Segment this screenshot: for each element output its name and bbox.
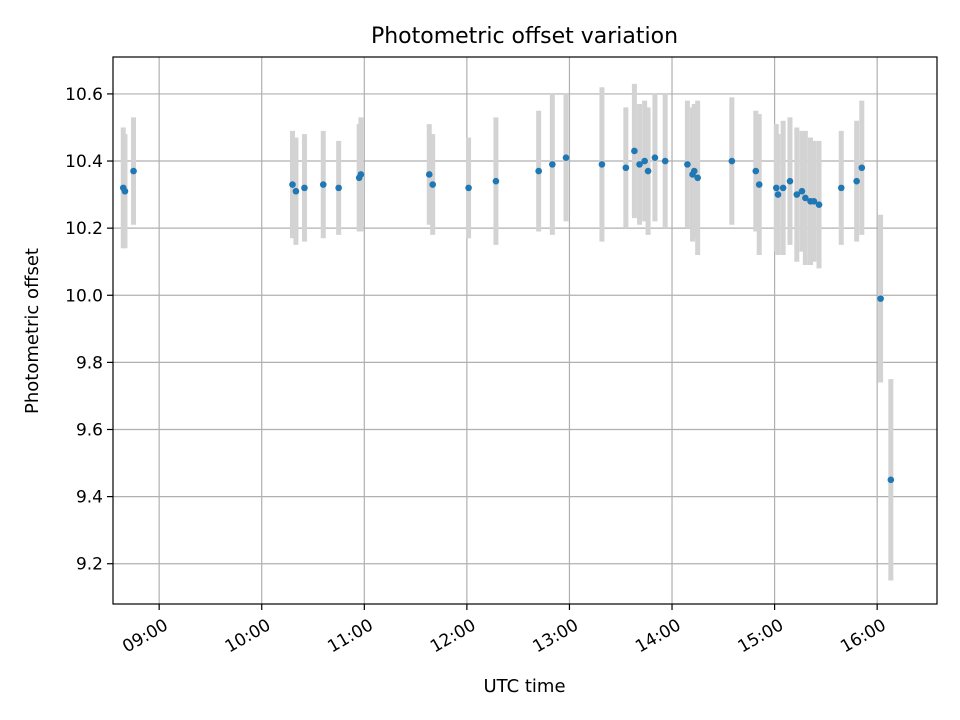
x-tick-label: 10:00 [222, 615, 274, 657]
data-point [292, 187, 300, 195]
x-tick-label: 16:00 [837, 615, 889, 657]
data-point [622, 164, 630, 172]
grid-lines [113, 57, 937, 604]
x-tick-label: 14:00 [632, 615, 684, 657]
data-point [598, 161, 606, 168]
y-axis-ticks: 9.2 9.4 9.6 9.8 10.0 10.2 10.4 10.6 [65, 85, 113, 575]
y-tick-label: 10.2 [65, 219, 103, 239]
data-points [119, 147, 895, 484]
plot-frame [112, 56, 938, 605]
data-point [887, 476, 895, 484]
y-axis-label: Photometric offset [22, 248, 43, 414]
data-point [877, 295, 884, 302]
x-axis-ticks: 09:00 10:00 11:00 12:00 13:00 14:00 15:00 16:00 [119, 604, 890, 657]
data-point [492, 177, 500, 185]
data-point [465, 184, 472, 192]
data-point [802, 194, 809, 202]
data-point [752, 167, 760, 175]
data-point [636, 161, 643, 168]
data-point [755, 181, 763, 188]
x-tick-label: 15:00 [735, 615, 787, 657]
data-point [357, 171, 365, 178]
data-point [121, 187, 129, 195]
data-point [786, 177, 794, 185]
data-point [793, 191, 801, 198]
data-point [798, 187, 806, 195]
y-tick-label: 10.6 [65, 85, 103, 105]
data-point [335, 184, 342, 192]
y-tick-label: 10.4 [65, 152, 103, 172]
data-point [661, 157, 669, 165]
data-point [690, 167, 698, 175]
data-point [425, 171, 433, 178]
data-point [644, 167, 652, 175]
chart-title: Photometric offset variation [371, 24, 678, 49]
data-point [810, 198, 818, 205]
data-point [130, 167, 137, 175]
x-tick-label: 13:00 [530, 615, 582, 657]
data-point [773, 184, 780, 192]
error-bars [120, 83, 894, 581]
data-point [641, 157, 648, 165]
y-tick-label: 9.6 [76, 420, 103, 440]
x-tick-label: 12:00 [427, 615, 479, 657]
data-point [837, 184, 845, 192]
data-point [535, 167, 542, 175]
data-point [562, 154, 570, 161]
data-point [694, 174, 701, 182]
data-point [301, 184, 308, 192]
data-point [319, 181, 327, 188]
x-tick-label: 11:00 [324, 615, 376, 657]
data-point [853, 177, 860, 185]
y-tick-label: 9.2 [76, 555, 103, 575]
data-point [631, 147, 638, 155]
data-point [815, 201, 823, 208]
y-tick-label: 9.8 [76, 353, 103, 373]
y-tick-label: 9.4 [76, 488, 103, 508]
data-point [728, 157, 736, 165]
x-axis-label: UTC time [483, 676, 565, 697]
data-point [684, 161, 691, 168]
data-point [429, 181, 436, 188]
y-tick-label: 10.0 [65, 286, 103, 306]
data-point [779, 184, 787, 192]
data-point [549, 161, 556, 168]
x-tick-label: 09:00 [119, 615, 171, 657]
data-point [651, 154, 659, 161]
data-point [289, 181, 296, 188]
data-point [774, 191, 782, 198]
data-point [858, 164, 866, 172]
